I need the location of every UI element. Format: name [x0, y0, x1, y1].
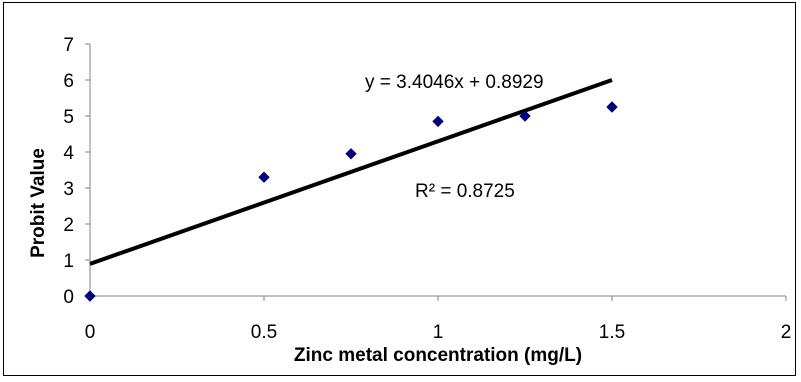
- x-axis-title: Zinc metal concentration (mg/L): [294, 345, 582, 366]
- x-tick-label: 1.5: [599, 322, 625, 343]
- data-points: [84, 101, 618, 302]
- y-tick-label: 5: [63, 107, 74, 128]
- y-tick-label: 1: [63, 251, 74, 272]
- x-tick-label: 1: [433, 322, 444, 343]
- data-point: [84, 290, 96, 302]
- chart-area: [3, 2, 796, 376]
- y-tick-label: 3: [63, 179, 74, 200]
- trendline-equation: y = 3.4046x + 0.8929: [365, 72, 544, 93]
- x-tick-label: 2: [781, 322, 792, 343]
- y-tick-label: 7: [63, 35, 74, 56]
- data-point: [258, 171, 270, 183]
- y-ticks: 0 1 2 3 4 5 6 7: [63, 35, 90, 308]
- data-point: [519, 110, 531, 122]
- y-tick-label: 2: [63, 215, 74, 236]
- y-axis-title: Probit Value: [28, 148, 49, 258]
- y-tick-label: 0: [63, 287, 74, 308]
- x-ticks: 0 0.5 1 1.5 2: [85, 296, 792, 343]
- y-tick-label: 6: [63, 71, 74, 92]
- data-point: [345, 148, 357, 160]
- trendline: [89, 78, 613, 266]
- y-tick-label: 4: [63, 143, 74, 164]
- data-point: [432, 115, 444, 128]
- r-squared-label: R² = 0.8725: [415, 181, 515, 202]
- x-tick-label: 0: [85, 322, 96, 343]
- data-point: [606, 101, 618, 113]
- x-tick-label: 0.5: [251, 322, 277, 343]
